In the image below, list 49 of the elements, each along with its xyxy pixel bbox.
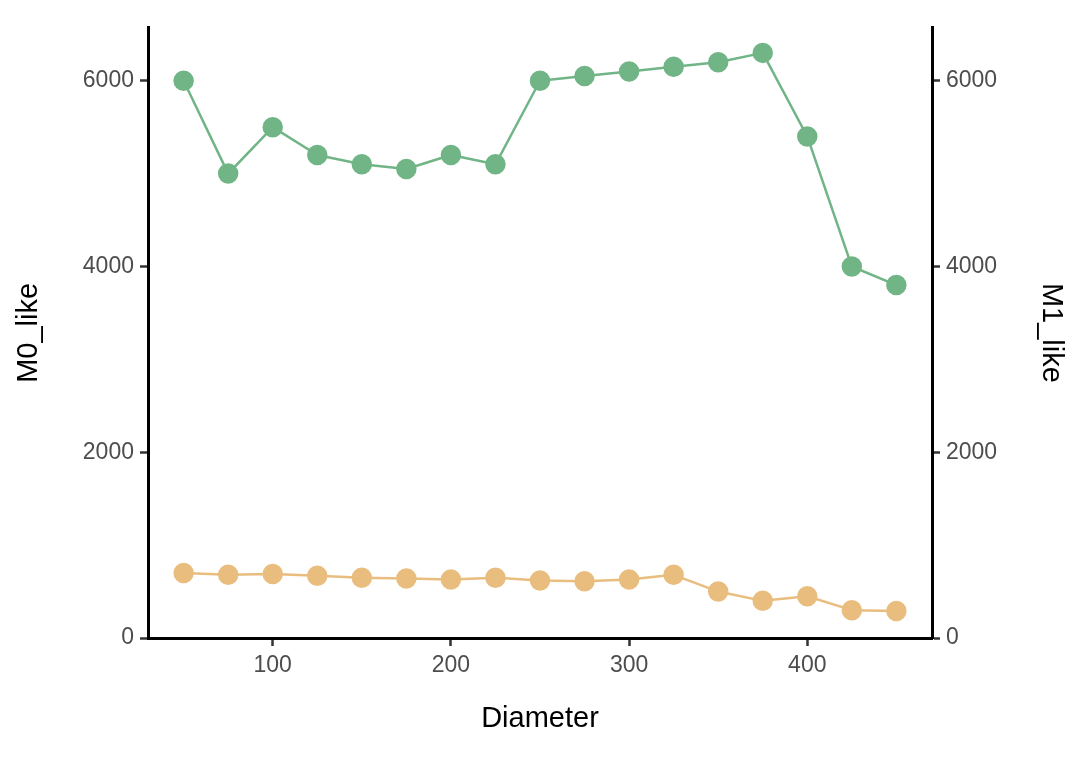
x-tick-label: 400 <box>788 651 827 678</box>
point <box>173 70 194 91</box>
y2-tick-label: 2000 <box>946 437 998 464</box>
y2-tick-label: 4000 <box>946 251 998 278</box>
point <box>663 564 684 586</box>
x-tick-label: 300 <box>609 651 649 678</box>
y2-tick-label: 6000 <box>946 66 998 93</box>
point <box>351 567 373 588</box>
point <box>217 564 239 586</box>
point <box>841 599 863 621</box>
point <box>841 256 863 277</box>
x-tick-label: 200 <box>431 651 471 678</box>
point <box>351 154 373 175</box>
point <box>529 570 551 591</box>
y-tick-label: 0 <box>121 623 134 650</box>
y-axis-title: M0_like <box>11 282 44 383</box>
point <box>485 154 506 175</box>
point <box>396 158 417 180</box>
y-tick-label: 6000 <box>82 66 134 93</box>
point <box>797 126 818 147</box>
point <box>307 565 328 587</box>
point <box>396 568 417 589</box>
point <box>262 116 283 138</box>
y2-axis-title: M1_like <box>1036 282 1069 383</box>
point <box>217 163 239 184</box>
point <box>574 65 595 87</box>
point <box>529 70 551 91</box>
point <box>752 590 773 612</box>
point <box>797 585 818 607</box>
point <box>618 61 640 82</box>
x-axis-title: Diameter <box>481 700 600 733</box>
point <box>307 144 328 166</box>
point <box>886 274 907 296</box>
point <box>707 581 729 602</box>
y-tick-label: 2000 <box>82 437 134 464</box>
point <box>663 56 684 78</box>
point <box>707 51 729 73</box>
point <box>886 600 907 622</box>
point <box>752 42 773 64</box>
y-tick-label: 4000 <box>82 251 134 278</box>
point <box>173 562 194 584</box>
point <box>574 571 595 592</box>
x-tick-label: 100 <box>253 651 292 678</box>
point <box>618 569 640 590</box>
point <box>440 144 462 166</box>
point <box>485 567 506 588</box>
y2-tick-label: 0 <box>946 623 959 650</box>
point <box>440 569 462 590</box>
point <box>262 563 283 585</box>
